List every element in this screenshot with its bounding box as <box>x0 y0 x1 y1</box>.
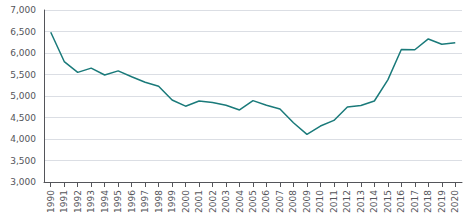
svg-text:6,500: 6,500 <box>10 27 36 37</box>
svg-text:1992: 1992 <box>73 190 83 213</box>
svg-text:2017: 2017 <box>410 190 420 213</box>
svg-text:2014: 2014 <box>369 190 379 213</box>
svg-text:2020: 2020 <box>450 190 460 213</box>
svg-text:1991: 1991 <box>59 190 69 213</box>
svg-text:7,000: 7,000 <box>10 5 36 15</box>
svg-text:2018: 2018 <box>423 190 433 213</box>
svg-text:2002: 2002 <box>208 190 218 213</box>
svg-text:1997: 1997 <box>140 190 150 213</box>
svg-text:2015: 2015 <box>383 190 393 213</box>
svg-text:2016: 2016 <box>396 190 406 213</box>
svg-text:2007: 2007 <box>275 190 285 213</box>
svg-text:2009: 2009 <box>302 190 312 213</box>
svg-text:5,500: 5,500 <box>10 70 36 80</box>
svg-text:2010: 2010 <box>315 190 325 213</box>
svg-text:5,000: 5,000 <box>10 91 36 101</box>
svg-text:1994: 1994 <box>100 190 110 213</box>
svg-text:6,000: 6,000 <box>10 48 36 58</box>
svg-text:2006: 2006 <box>261 190 271 213</box>
svg-text:3,000: 3,000 <box>10 177 36 187</box>
svg-text:4,000: 4,000 <box>10 134 36 144</box>
svg-text:2004: 2004 <box>235 190 245 213</box>
svg-text:4,500: 4,500 <box>10 113 36 123</box>
svg-text:1993: 1993 <box>86 190 96 213</box>
svg-text:2003: 2003 <box>221 190 231 213</box>
svg-text:1998: 1998 <box>154 190 164 213</box>
svg-text:2005: 2005 <box>248 190 258 213</box>
svg-text:1996: 1996 <box>127 190 137 213</box>
svg-text:2001: 2001 <box>194 190 204 213</box>
svg-text:1995: 1995 <box>113 190 123 213</box>
svg-text:2013: 2013 <box>356 190 366 213</box>
svg-text:2000: 2000 <box>181 190 191 213</box>
svg-text:2011: 2011 <box>329 190 339 213</box>
svg-text:1990: 1990 <box>46 190 56 213</box>
svg-text:3,500: 3,500 <box>10 156 36 166</box>
svg-text:2008: 2008 <box>288 190 298 213</box>
svg-text:2019: 2019 <box>437 190 447 213</box>
svg-text:2012: 2012 <box>342 190 352 213</box>
svg-text:1999: 1999 <box>167 190 177 213</box>
